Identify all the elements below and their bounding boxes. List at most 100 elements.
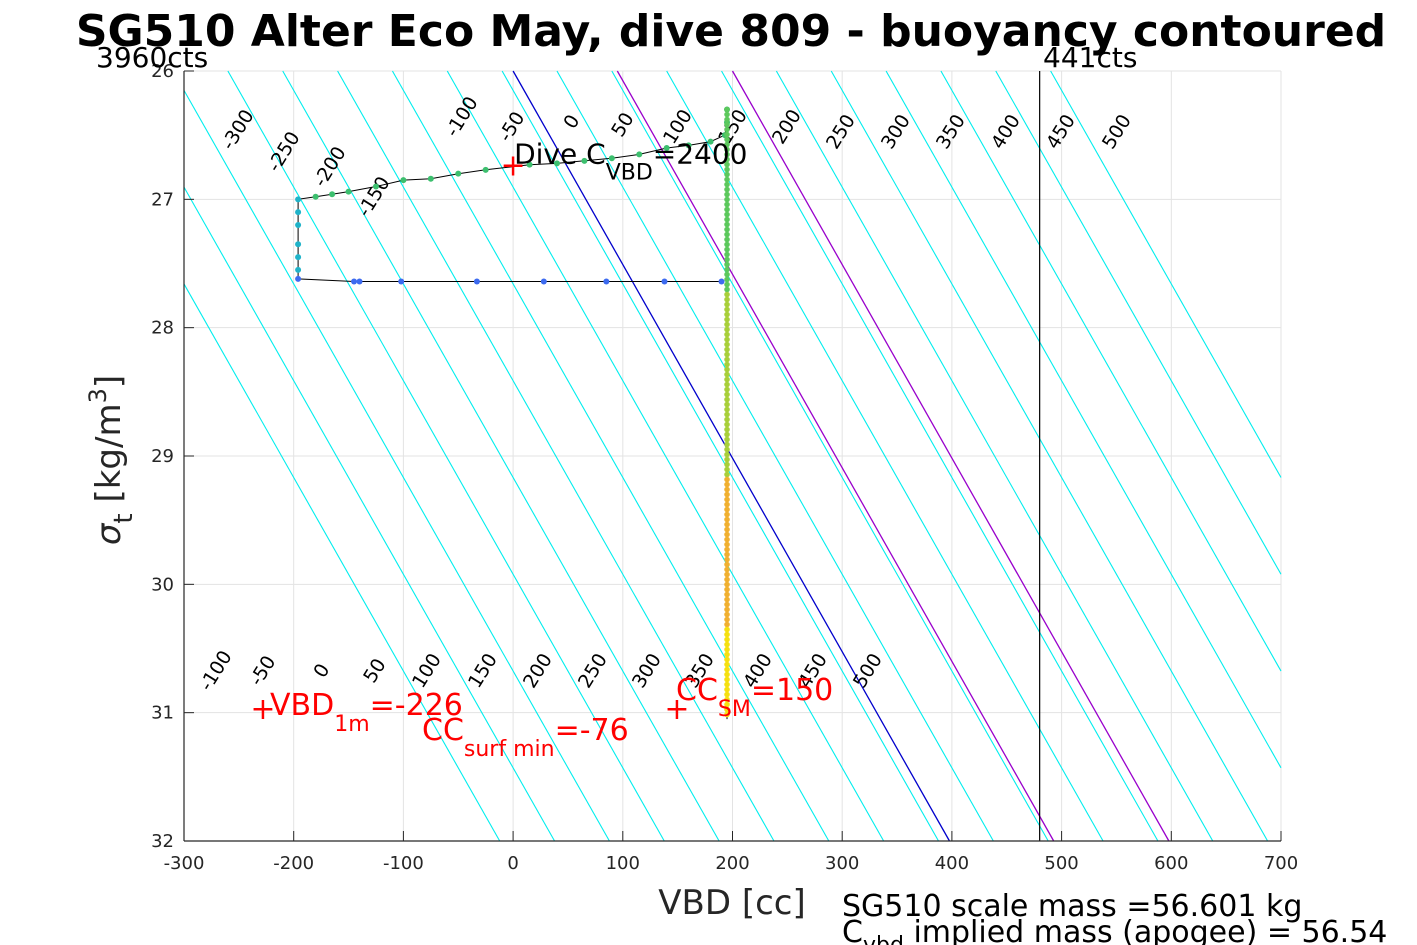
- contour-label-top: 50: [607, 109, 638, 141]
- contour-line: [830, 70, 1269, 842]
- dive-point: [581, 157, 588, 164]
- x-tick-label: 300: [825, 853, 859, 874]
- dive-point: [663, 145, 670, 151]
- contour-line: [183, 90, 610, 842]
- contour-label-top: -200: [309, 143, 351, 191]
- cc-sm-label: CCSM=150: [676, 673, 833, 722]
- dive-point: [295, 222, 302, 228]
- climb-point: [724, 286, 730, 293]
- climb-point: [724, 151, 730, 158]
- vbd-1m-marker: +: [250, 692, 275, 727]
- dive-point: [295, 275, 302, 282]
- contour-label-top: 350: [932, 111, 970, 153]
- x-tick-label: -200: [273, 853, 314, 874]
- buoyancy-contours: [183, 70, 1282, 842]
- climb-point: [724, 566, 730, 573]
- climb-point: [724, 491, 730, 498]
- dive-c-label: Dive CVBD=2400: [514, 137, 747, 185]
- contour-label-bottom: 50: [359, 655, 390, 687]
- climb-point: [724, 316, 730, 323]
- climb-point: [724, 536, 730, 543]
- contour-line: [556, 70, 994, 842]
- climb-point: [724, 246, 730, 253]
- climb-point: [724, 236, 730, 243]
- dive-c-marker: +: [501, 148, 526, 183]
- climb-point: [724, 226, 730, 233]
- climb-point: [724, 121, 730, 128]
- x-tick-label: 400: [935, 853, 969, 874]
- dive-point: [482, 166, 489, 173]
- dive-point: [372, 183, 379, 190]
- contour-line: [721, 70, 1159, 842]
- climb-point: [724, 611, 730, 618]
- climb-point: [724, 506, 730, 513]
- climb-point: [724, 701, 730, 708]
- x-tick-label: 200: [715, 853, 749, 874]
- dive-point: [345, 188, 352, 195]
- climb-point: [724, 301, 730, 308]
- climb-point: [724, 276, 730, 283]
- climb-point: [724, 216, 730, 223]
- chart-title: SG510 Alter Eco May, dive 809 - buoyancy…: [76, 6, 1386, 57]
- dive-path: [297, 109, 728, 282]
- y-axis-label: σt [kg/m3]: [84, 375, 139, 545]
- climb-point: [724, 671, 730, 678]
- dive-point: [295, 209, 302, 216]
- climb-point: [724, 436, 730, 443]
- y-tick-label: 32: [151, 831, 174, 852]
- climb-point: [724, 561, 730, 568]
- axis-ticks: -300 -200 -100 0 100 200 300 400 500 600 700262728…: [151, 61, 1298, 874]
- climb-point: [724, 201, 730, 208]
- contour-line: [446, 70, 885, 842]
- climb-point: [724, 321, 730, 328]
- contour-line: [995, 70, 1282, 575]
- climb-point: [724, 351, 730, 358]
- climb-point: [724, 451, 730, 458]
- special-contour-line: [731, 70, 1170, 842]
- contour-label-bottom: 100: [408, 650, 446, 692]
- climb-point: [724, 256, 730, 263]
- climb-point: [724, 581, 730, 588]
- special-contour-line: [616, 70, 1055, 842]
- climb-point: [724, 686, 730, 693]
- climb-point: [724, 551, 730, 558]
- climb-point: [724, 591, 730, 598]
- climb-point: [724, 521, 730, 528]
- contour-label-top: -300: [217, 106, 259, 154]
- climb-point: [724, 361, 730, 368]
- dive-point: [295, 196, 302, 203]
- climb-point: [724, 146, 730, 153]
- climb-point: [724, 631, 730, 638]
- contour-label-bottom: 0: [309, 660, 334, 682]
- dive-point: [661, 278, 668, 285]
- climb-point: [724, 331, 730, 338]
- contour-label-bottom: -100: [195, 647, 237, 695]
- contour-line: [885, 70, 1282, 769]
- dive-point: [540, 278, 547, 285]
- contour-line: [501, 70, 939, 842]
- climb-point: [724, 421, 730, 428]
- svg-text:σt [kg/m3]: σt [kg/m3]: [84, 375, 139, 545]
- contour-line: [611, 70, 1049, 842]
- climb-point: [724, 371, 730, 378]
- climb-point: [724, 661, 730, 668]
- contour-label-bottom: 300: [628, 650, 666, 692]
- climb-point: [724, 141, 730, 148]
- climb-point: [724, 711, 730, 718]
- climb-point: [724, 196, 730, 203]
- climb-point: [724, 511, 730, 518]
- climb-point: [724, 516, 730, 523]
- climb-point: [724, 526, 730, 533]
- dive-point: [427, 175, 434, 182]
- x-tick-label: 600: [1154, 853, 1188, 874]
- climb-point: [724, 406, 730, 413]
- climb-point: [724, 231, 730, 238]
- climb-point: [724, 176, 730, 183]
- climb-point: [724, 211, 730, 218]
- climb-point: [724, 166, 730, 173]
- implied-mass-label: Cvbd implied mass (apogee) = 56.54: [842, 915, 1387, 945]
- climb-point: [724, 586, 730, 593]
- contour-labels: -300 -250 -200-150-100 -50 0 50 100 150 200 250 30…: [195, 93, 1136, 695]
- climb-point: [724, 596, 730, 603]
